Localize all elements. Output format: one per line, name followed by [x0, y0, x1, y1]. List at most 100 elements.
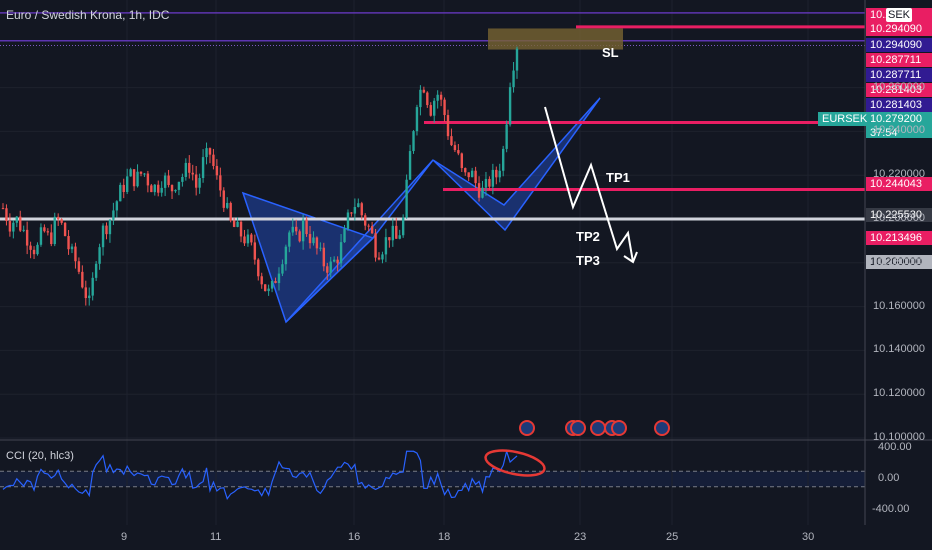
candle-body [115, 201, 119, 211]
candle-body [339, 242, 343, 264]
candle-body [291, 226, 294, 233]
candle-body [1, 208, 5, 210]
candle-body [194, 174, 198, 188]
currency-badge[interactable]: SEK [886, 8, 912, 22]
candle-body [257, 259, 260, 277]
candle-body [153, 184, 156, 193]
candle-body [508, 87, 512, 125]
candle-body [146, 173, 150, 186]
candle-body [274, 281, 277, 284]
candle-body [277, 273, 281, 284]
candle-body [77, 261, 81, 272]
candle-body [160, 187, 163, 193]
price-label: 10.281403 [866, 83, 932, 97]
candle-body [129, 169, 132, 177]
event-marker-core [521, 422, 533, 434]
candle-body [184, 162, 188, 177]
candle-body [98, 247, 101, 264]
candle-body [329, 261, 332, 273]
candle-body [426, 92, 429, 106]
candle-body [367, 225, 370, 227]
price-tick: 10.160000 [873, 299, 925, 312]
candle-body [150, 185, 153, 193]
candle-body [81, 271, 84, 288]
pattern-triangle [432, 97, 601, 232]
candle-body [405, 179, 408, 218]
cci-line [2, 449, 518, 500]
candle-body [395, 225, 398, 239]
candle-body [491, 169, 495, 187]
candle-body [63, 222, 67, 237]
event-marker-core [572, 422, 584, 434]
candle-body [484, 178, 488, 188]
candle-body [270, 281, 274, 289]
projection-path [544, 106, 634, 263]
candle-body [177, 181, 181, 190]
candle-body [67, 236, 70, 250]
price-label-text: 10.294090 [870, 39, 922, 51]
candle-body [350, 212, 353, 214]
tp2-label: TP2 [576, 229, 600, 244]
price-label-text: 10.225530 [870, 209, 922, 221]
price-label-text: 10.287711 [870, 54, 922, 66]
candle-body [412, 131, 415, 152]
cci-tick: 0.00 [878, 472, 900, 484]
candle-body [263, 284, 267, 292]
price-label-text: 10.244043 [870, 178, 922, 190]
candle-body [443, 99, 446, 116]
candle-body [288, 232, 291, 247]
candle-body [253, 242, 257, 260]
candle-body [139, 171, 143, 174]
candle-body [205, 148, 208, 158]
candle-body [429, 105, 432, 116]
candle-body [267, 288, 270, 292]
candle-body [470, 170, 474, 178]
candle-body [236, 221, 239, 227]
cci-band [0, 471, 865, 487]
pattern-triangle [285, 159, 434, 323]
candle-body [422, 89, 426, 93]
candle-body [56, 216, 60, 220]
countdown: 37:54 [870, 127, 898, 139]
sl-label: SL [602, 45, 619, 60]
candle-body [198, 178, 201, 188]
candle-body [125, 176, 129, 193]
candle-body [401, 217, 405, 236]
candle-body [191, 172, 194, 175]
candle-body [433, 100, 436, 116]
time-tick: 25 [666, 531, 679, 543]
candle-body [243, 236, 246, 244]
event-marker-core [613, 422, 625, 434]
candle-body [94, 263, 98, 278]
candle-body [260, 276, 263, 285]
candle-body [346, 212, 350, 229]
candle-body [474, 170, 477, 184]
candle-body [326, 266, 329, 273]
candle-body [105, 225, 108, 235]
candle-body [495, 169, 498, 178]
candle-body [163, 175, 167, 188]
event-marker-core [592, 422, 604, 434]
candle-body [305, 219, 308, 235]
candle-body [301, 219, 305, 242]
candle-body [70, 246, 74, 250]
candle-body [450, 136, 453, 146]
candle-body [370, 226, 374, 234]
candle-body [12, 222, 15, 232]
candle-body [22, 229, 25, 231]
cci-tick: -400.00 [872, 502, 910, 515]
price-tick: 10.220000 [873, 168, 925, 181]
price-label: 10.287711 [866, 68, 932, 82]
candle-body [357, 203, 360, 208]
candle-body [322, 247, 326, 267]
candle-body [467, 172, 470, 178]
candle-body [457, 150, 460, 154]
candle-body [188, 162, 191, 173]
candle-body [381, 254, 384, 260]
cci-label: CCI (20, hlc3) [6, 450, 74, 462]
candle-body [226, 202, 229, 208]
candle-body [132, 169, 136, 187]
candle-body [246, 234, 250, 244]
price-label: 10.244043 [866, 177, 932, 191]
